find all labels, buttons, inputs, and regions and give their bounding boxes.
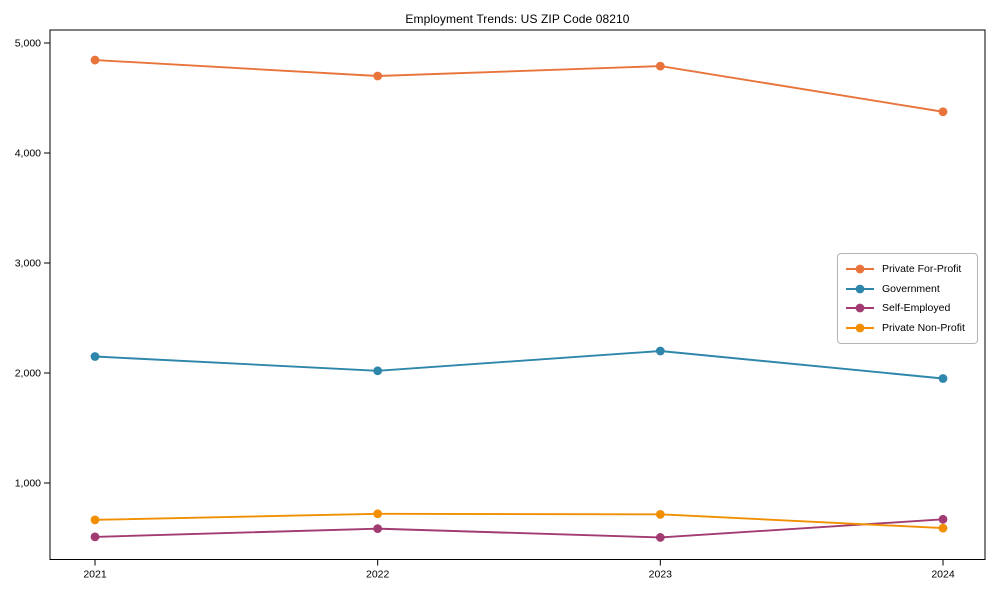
svg-text:2,000: 2,000 <box>15 368 41 380</box>
legend-marker-line-dot-icon <box>846 264 874 274</box>
legend-item-self-employed: Self-Employed <box>845 300 970 316</box>
svg-text:4,000: 4,000 <box>15 148 41 160</box>
svg-text:5,000: 5,000 <box>15 38 41 50</box>
svg-text:2022: 2022 <box>366 569 390 581</box>
legend-marker-line-dot-icon <box>846 284 874 294</box>
legend-label: Government <box>882 282 940 295</box>
legend-item-private-non-profit: Private Non-Profit <box>845 320 970 336</box>
legend-marker-line-dot-icon <box>846 303 874 313</box>
svg-text:2021: 2021 <box>83 569 107 581</box>
legend-marker-line-dot-icon <box>846 323 874 333</box>
svg-text:1,000: 1,000 <box>15 478 41 490</box>
legend-label: Private Non-Profit <box>882 322 965 335</box>
legend-label: Self-Employed <box>882 302 951 315</box>
chart-legend: Private For-Profit Government Self-Emplo… <box>837 253 978 344</box>
legend-item-government: Government <box>845 281 970 297</box>
svg-text:2024: 2024 <box>931 569 955 581</box>
svg-text:3,000: 3,000 <box>15 258 41 270</box>
legend-item-private-for-profit: Private For-Profit <box>845 261 970 277</box>
legend-label: Private For-Profit <box>882 262 962 275</box>
svg-text:2023: 2023 <box>649 569 673 581</box>
chart-title: Employment Trends: US ZIP Code 08210 <box>405 12 630 26</box>
